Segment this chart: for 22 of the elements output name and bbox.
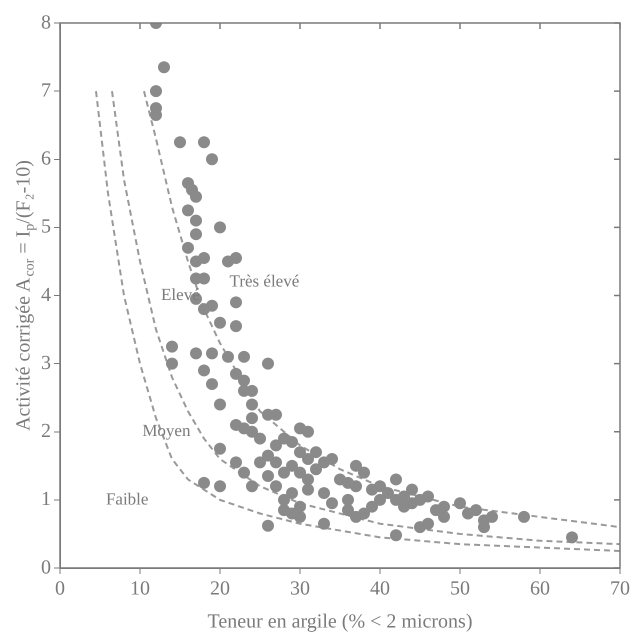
x-tick-label: 10 <box>130 577 150 600</box>
x-tick-label: 0 <box>55 577 65 600</box>
y-tick-label: 8 <box>41 11 51 34</box>
y-tick-label: 1 <box>41 488 51 510</box>
y-tick-label: 2 <box>41 420 51 442</box>
y-tick-label: 6 <box>41 148 51 170</box>
annotation: Moyen <box>142 421 191 440</box>
x-tick-label: 70 <box>610 577 630 600</box>
y-tick-label: 3 <box>41 352 51 374</box>
x-tick-label: 20 <box>210 577 230 600</box>
annotation: Faible <box>106 489 148 508</box>
y-tick-label: 4 <box>41 284 51 306</box>
y-axis-title: Activité corrigée Acor = Ip/(F₂-10) <box>12 160 38 431</box>
x-axis-title: Teneur en argile (% < 2 microns) <box>208 610 472 632</box>
y-tick-label: 7 <box>41 79 51 102</box>
annotation: Très élevé <box>230 271 300 290</box>
x-tick-label: 50 <box>450 577 470 600</box>
y-tick-label: 5 <box>41 216 51 238</box>
x-tick-label: 60 <box>530 577 550 600</box>
x-tick-label: 40 <box>370 577 390 600</box>
y-tick-label: 0 <box>41 556 51 578</box>
x-tick-label: 30 <box>290 577 310 600</box>
